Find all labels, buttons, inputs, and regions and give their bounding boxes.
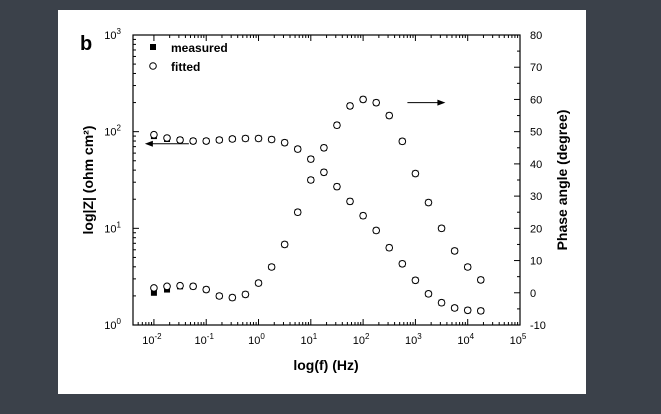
fitted-|Z|-point [359,211,367,220]
x-tick-label: 102 [353,332,370,347]
y-right-tick-label: 50 [530,127,542,139]
y-left-axis-title: log|Z| (ohm cm²) [80,126,96,235]
fitted-phase-point [424,198,433,207]
fitted-|Z|-point [254,134,263,143]
fitted-phase-point [372,98,381,107]
x-tick-label: 104 [457,332,474,347]
fitted-|Z|-point [346,197,354,206]
fitted-|Z|-point [215,136,224,144]
x-tick-label: 100 [248,332,265,347]
fitted-|Z|-point [307,155,315,163]
y-right-tick-label: 60 [530,94,542,106]
fitted-phase-point [176,281,184,290]
x-tick-labels: 10-2 10-1 100 101 102 103 104 105 [142,332,527,347]
fitted-|Z|-point [267,135,276,144]
y-right-tick-label: 30 [530,191,542,203]
x-tick-label: 101 [300,332,317,347]
fitted-phase-point [437,224,446,233]
plot-frame [132,34,521,326]
x-tick-label: 105 [510,332,527,347]
axis-arrows [144,99,446,147]
panel-label: b [80,33,92,55]
arrow-to-right-axis-head [437,99,446,106]
x-axis-title: log(f) (Hz) [293,357,358,373]
fitted-phase-point [463,263,472,271]
fitted-phase-point [359,95,367,104]
fitted-|Z|-point [320,168,328,177]
x-tick-label: 103 [405,332,422,347]
legend-marker-fitted [149,62,157,70]
y-right-axis-title: Phase angle (degree) [554,110,570,251]
fitted-phase-point [150,284,158,292]
y-right-tick-label: 0 [530,288,536,300]
fitted-|Z|-point [241,134,250,143]
fitted-|Z|-point [424,290,433,298]
fitted-|Z|-point [463,306,472,315]
fitted-phase-point [320,143,328,152]
fitted-|Z|-point [385,243,394,252]
x-tick-label: 10-1 [195,332,215,347]
fitted-phase-point [215,292,224,300]
y-left-tick-label: 103 [104,27,121,42]
legend-marker-measured [150,44,156,50]
fitted-|Z|-point [411,276,420,285]
fitted-phase-point [202,285,211,294]
fitted-|Z|-point [398,259,407,268]
legend-label-measured: measured [171,41,228,55]
fitted-|Z|-point [176,136,184,144]
y-right-tick-label: 20 [530,223,542,235]
fitted-phase-point [280,240,289,249]
y-right-tick-label: 70 [530,62,542,74]
figure-panel: b 10-2 10-1 100 101 102 103 104 105 100 101 102 10… [58,10,586,394]
fitted-phase-point [450,247,459,255]
fitted-|Z|-point [150,130,158,139]
bode-plot: b 10-2 10-1 100 101 102 103 104 105 10010110210… [80,27,570,373]
fitted-|Z|-point [450,304,459,312]
x-tick-label: 10-2 [142,332,162,347]
fitted-|Z|-point [228,135,237,143]
y-right-tick-label: -10 [530,320,546,332]
y-right-tick-label: 10 [530,256,542,268]
fitted-phase-point [228,293,237,302]
y-right-tick-label: 80 [530,30,542,42]
y-left-tick-label: 102 [104,124,121,139]
y-right-tick-labels: -10 0 10 20 30 40 50 60 70 80 [530,30,546,332]
fitted-|Z|-point [293,145,302,153]
fitted-phase-point [346,102,354,110]
fitted-|Z|-point [476,307,485,315]
fitted-|Z|-point [437,298,446,307]
fitted-phase-point [307,176,315,184]
data-points [150,95,485,315]
fitted-|Z|-point [372,226,381,235]
tick-marks [133,34,521,326]
fitted-phase-point [411,169,420,178]
fitted-|Z|-point [333,182,341,191]
y-left-tick-label: 101 [104,220,121,235]
fitted-phase-point [163,282,171,291]
measured-phase-point [150,289,157,296]
fitted-|Z|-point [189,137,197,145]
y-right-tick-label: 40 [530,159,542,171]
legend: measured fitted [149,41,228,74]
fitted-phase-point [267,263,276,271]
fitted-phase-point [333,121,341,130]
fitted-phase-point [385,111,394,120]
fitted-|Z|-point [280,138,289,147]
fitted-phase-point [476,276,485,284]
fitted-phase-point [293,208,302,217]
fitted-phase-point [241,290,250,299]
y-left-tick-label: 100 [104,317,121,332]
arrow-to-left-axis-head [144,140,153,147]
fitted-phase-point [189,282,197,291]
fitted-|Z|-point [202,137,211,145]
fitted-phase-point [398,137,407,146]
y-left-tick-labels: 100 101 102 103 [104,27,121,332]
fitted-|Z|-point [163,134,171,142]
legend-label-fitted: fitted [171,60,200,74]
fitted-phase-point [254,279,263,287]
